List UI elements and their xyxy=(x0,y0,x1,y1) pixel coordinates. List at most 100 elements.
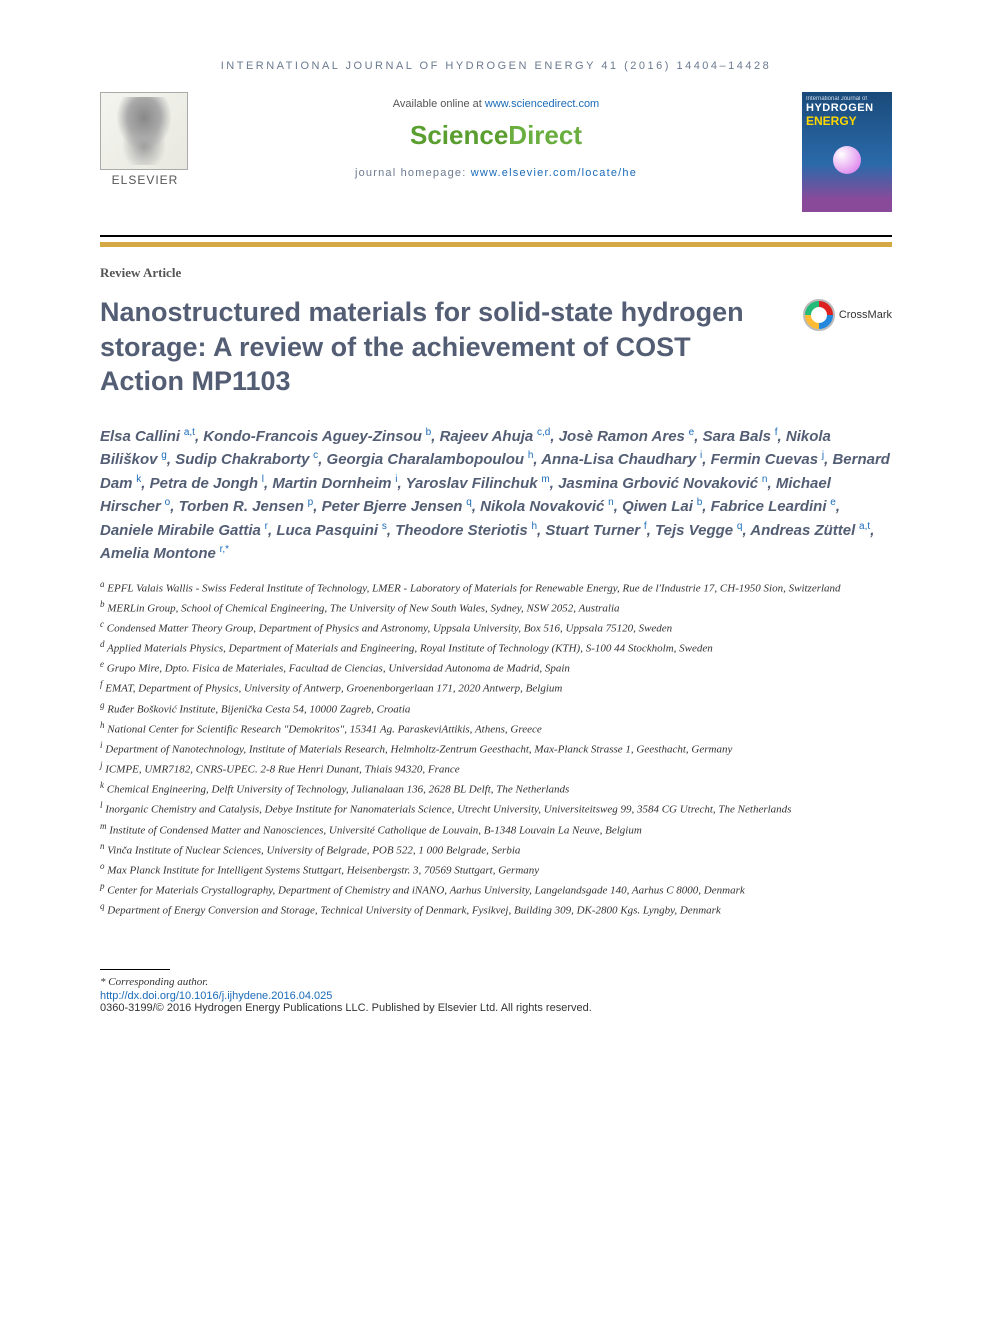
running-head: INTERNATIONAL JOURNAL OF HYDROGEN ENERGY… xyxy=(100,60,892,72)
author[interactable]: Tejs Vegge q xyxy=(655,522,742,539)
author[interactable]: Andreas Züttel a,t xyxy=(750,522,870,539)
author[interactable]: Daniele Mirabile Gattia r xyxy=(100,522,268,539)
author-aff-marker: q xyxy=(463,497,471,508)
author-aff-marker: a,t xyxy=(181,427,195,438)
affiliation: p Center for Materials Crystallography, … xyxy=(100,880,892,899)
author-aff-marker: r,* xyxy=(217,544,229,555)
available-online: Available online at www.sciencedirect.co… xyxy=(210,98,782,110)
affiliation: g Ruđer Bošković Institute, Bijenička Ce… xyxy=(100,699,892,718)
author-aff-marker: n xyxy=(605,497,613,508)
author-aff-marker: i xyxy=(393,474,398,485)
affiliation-list: a EPFL Valais Wallis - Swiss Federal Ins… xyxy=(100,578,892,920)
sciencedirect-link[interactable]: www.sciencedirect.com xyxy=(485,98,599,110)
author-aff-marker: m xyxy=(539,474,550,485)
author-aff-marker: e xyxy=(828,497,836,508)
author-aff-marker: f xyxy=(641,521,647,532)
author-aff-marker: c,d xyxy=(534,427,550,438)
author-aff-marker: e xyxy=(686,427,694,438)
author[interactable]: Peter Bjerre Jensen q xyxy=(322,498,472,515)
author[interactable]: Torben R. Jensen p xyxy=(179,498,314,515)
article-type: Review Article xyxy=(100,265,892,281)
gold-separator-bar xyxy=(100,242,892,247)
journal-homepage: journal homepage: www.elsevier.com/locat… xyxy=(210,167,782,179)
author[interactable]: Anna-Lisa Chaudhary i xyxy=(541,451,702,468)
sd-logo-part1: Science xyxy=(410,120,508,150)
journal-cover-line2: HYDROGEN xyxy=(806,102,888,114)
corresponding-author-note: * Corresponding author. xyxy=(100,976,892,988)
affiliation: h National Center for Scientific Researc… xyxy=(100,719,892,738)
author[interactable]: Stuart Turner f xyxy=(545,522,646,539)
author-aff-marker: r xyxy=(262,521,268,532)
author-aff-marker: q xyxy=(734,521,742,532)
affiliation: f EMAT, Department of Physics, Universit… xyxy=(100,678,892,697)
author[interactable]: Nikola Novaković n xyxy=(480,498,614,515)
available-prefix: Available online at xyxy=(393,98,485,110)
author-aff-marker: p xyxy=(305,497,313,508)
author-aff-marker: s xyxy=(379,521,387,532)
elsevier-tree-icon xyxy=(100,92,188,170)
author[interactable]: Martin Dornheim i xyxy=(272,475,397,492)
doi-link[interactable]: http://dx.doi.org/10.1016/j.ijhydene.201… xyxy=(100,990,332,1002)
author[interactable]: Elsa Callini a,t xyxy=(100,428,195,445)
affiliation: i Department of Nanotechnology, Institut… xyxy=(100,739,892,758)
affiliation: o Max Planck Institute for Intelligent S… xyxy=(100,860,892,879)
affiliation: a EPFL Valais Wallis - Swiss Federal Ins… xyxy=(100,578,892,597)
author[interactable]: Fabrice Leardini e xyxy=(711,498,836,515)
doi-line: http://dx.doi.org/10.1016/j.ijhydene.201… xyxy=(100,990,892,1002)
author-aff-marker: g xyxy=(159,450,167,461)
author[interactable]: Georgia Charalambopoulou h xyxy=(327,451,534,468)
author-aff-marker: f xyxy=(772,427,778,438)
affiliation: d Applied Materials Physics, Department … xyxy=(100,638,892,657)
author-aff-marker: h xyxy=(525,450,533,461)
author-aff-marker: j xyxy=(819,450,824,461)
author-aff-marker: n xyxy=(759,474,767,485)
author-aff-marker: l xyxy=(259,474,264,485)
crossmark-button[interactable]: CrossMark xyxy=(803,299,892,331)
author[interactable]: Petra de Jongh l xyxy=(150,475,264,492)
author-aff-marker: k xyxy=(134,474,142,485)
journal-cover-line3: ENERGY xyxy=(806,114,888,128)
author-aff-marker: b xyxy=(694,497,702,508)
homepage-link[interactable]: www.elsevier.com/locate/he xyxy=(471,167,637,179)
author[interactable]: Fermin Cuevas j xyxy=(711,451,825,468)
author[interactable]: Jasmina Grbović Novaković n xyxy=(558,475,767,492)
author[interactable]: Yaroslav Filinchuk m xyxy=(406,475,550,492)
affiliation: k Chemical Engineering, Delft University… xyxy=(100,779,892,798)
affiliation: c Condensed Matter Theory Group, Departm… xyxy=(100,618,892,637)
publisher-header: ELSEVIER International Journal of HYDROG… xyxy=(100,92,892,237)
journal-cover-thumbnail[interactable]: International Journal of HYDROGEN ENERGY xyxy=(802,92,892,212)
crossmark-icon xyxy=(803,299,835,331)
author-aff-marker: b xyxy=(423,427,431,438)
copyright-line: 0360-3199/© 2016 Hydrogen Energy Publica… xyxy=(100,1002,892,1014)
author[interactable]: Qiwen Lai b xyxy=(622,498,702,515)
affiliation: m Institute of Condensed Matter and Nano… xyxy=(100,820,892,839)
journal-cover-graphic-icon xyxy=(833,146,861,174)
affiliation: b MERLin Group, School of Chemical Engin… xyxy=(100,598,892,617)
author[interactable]: Rajeev Ahuja c,d xyxy=(440,428,551,445)
affiliation: j ICMPE, UMR7182, CNRS-UPEC. 2-8 Rue Hen… xyxy=(100,759,892,778)
author-aff-marker: i xyxy=(697,450,702,461)
author[interactable]: Theodore Steriotis h xyxy=(395,522,537,539)
author[interactable]: Josè Ramon Ares e xyxy=(559,428,695,445)
author[interactable]: Kondo-Francois Aguey-Zinsou b xyxy=(203,428,431,445)
elsevier-logo[interactable]: ELSEVIER xyxy=(100,92,190,202)
elsevier-label: ELSEVIER xyxy=(100,173,190,187)
homepage-prefix: journal homepage: xyxy=(355,167,471,179)
affiliation: n Vinča Institute of Nuclear Sciences, U… xyxy=(100,840,892,859)
sd-logo-part2: Direct xyxy=(508,120,582,150)
author-aff-marker: h xyxy=(529,521,537,532)
author[interactable]: Luca Pasquini s xyxy=(276,522,386,539)
crossmark-label: CrossMark xyxy=(839,309,892,321)
author[interactable]: Sudip Chakraborty c xyxy=(175,451,318,468)
sciencedirect-logo[interactable]: ScienceDirect xyxy=(210,120,782,151)
author-aff-marker: a,t xyxy=(856,521,870,532)
journal-cover-line1: International Journal of xyxy=(806,96,888,102)
affiliation: e Grupo Mire, Dpto. Fisica de Materiales… xyxy=(100,658,892,677)
author-aff-marker: o xyxy=(162,497,170,508)
author-list: Elsa Callini a,t, Kondo-Francois Aguey-Z… xyxy=(100,425,892,566)
author[interactable]: Amelia Montone r,* xyxy=(100,545,229,562)
affiliation: q Department of Energy Conversion and St… xyxy=(100,900,892,919)
author[interactable]: Sara Bals f xyxy=(703,428,778,445)
author-aff-marker: c xyxy=(310,450,318,461)
footer-separator xyxy=(100,969,170,970)
